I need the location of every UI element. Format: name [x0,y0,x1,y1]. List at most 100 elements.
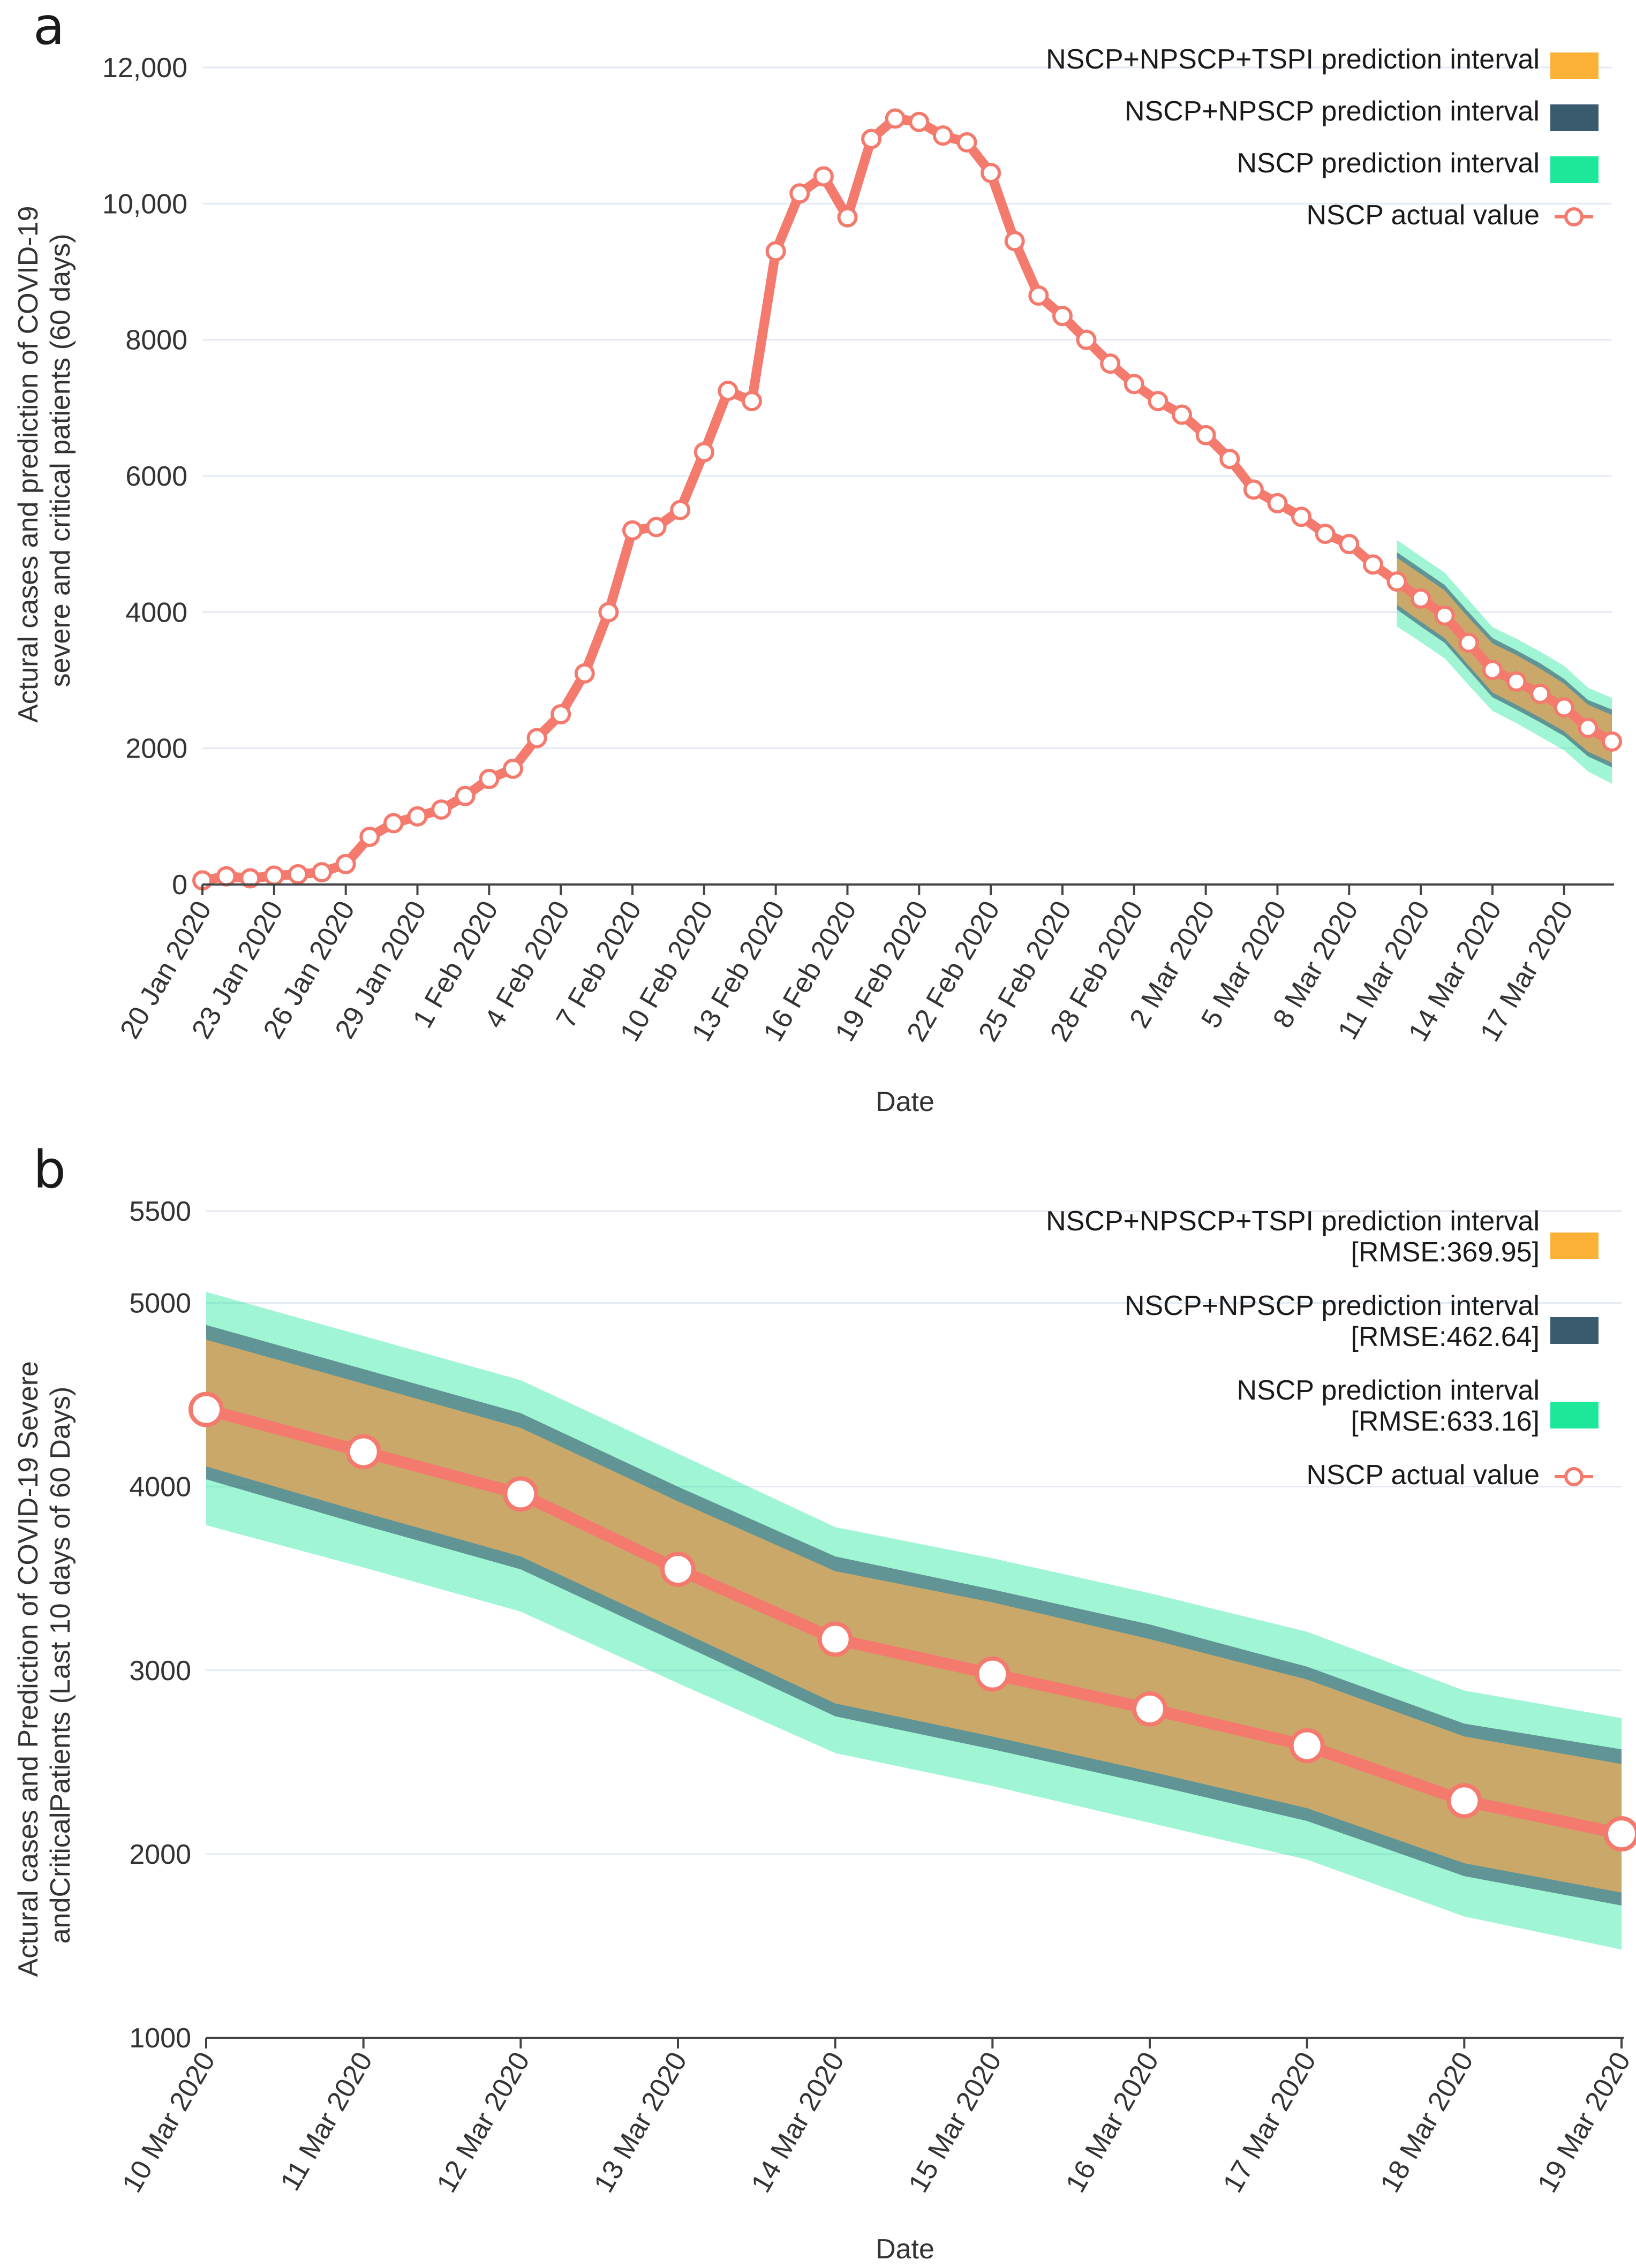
chart-a-actual-points [192,108,1622,891]
actual-value-point [1604,1816,1636,1852]
actual-value-point [1148,391,1168,412]
actual-value-point [1289,1728,1325,1764]
legend-label-tspi: NSCP+NPSCP+TSPI prediction interval [1046,44,1540,75]
actual-value-point [1132,1691,1167,1727]
x-tick-label: 10 Mar 2020 [116,2047,221,2198]
actual-value-point [1315,524,1336,545]
legend-label-nscp: NSCP prediction interval [1237,1375,1540,1406]
actual-value-point [1004,231,1025,252]
chart-a-interval-bands [1397,540,1612,784]
chart-a-x-axis-title: Date [876,1086,934,1117]
chart-a-actual-line [198,114,1617,886]
actual-value-point [1482,660,1503,681]
actual-value-point [817,1621,853,1657]
actual-value-point [598,602,619,623]
chart-b-legend: NSCP+NPSCP+TSPI prediction interval[RMSE… [1046,1206,1599,1491]
actual-value-point [407,806,428,827]
actual-value-point [975,1656,1011,1692]
actual-value-point [956,132,977,153]
actual-value-point [1267,493,1288,513]
chart-b-y-axis-title-line2: andCriticalPatients (Last 10 days of 60 … [45,1387,76,1944]
legend-swatch-actual-marker [1564,207,1584,226]
legend-label-nscp: NSCP prediction interval [1237,148,1540,179]
legend-swatch-actual-marker [1564,1467,1584,1486]
chart-b-x-ticks: 10 Mar 2020 11 Mar 2020 12 Mar 2020 13 Mar … [116,2038,1636,2198]
actual-value-point [1052,306,1073,327]
y-tick-label: 3000 [129,1655,191,1687]
actual-value-point [1172,404,1193,425]
actual-value-point [1530,683,1551,704]
actual-value-point [479,768,500,789]
y-tick-label: 10,000 [102,188,187,220]
legend-label-actual: NSCP actual value [1307,200,1540,231]
actual-value-point [1076,329,1097,350]
actual-value-point [1243,479,1264,500]
actual-value-point [789,183,810,204]
actual-value-line [200,1403,1627,1840]
x-tick-label: 15 Mar 2020 [903,2047,1008,2198]
x-tick-label: 13 Mar 2020 [588,2047,693,2198]
actual-value-point [1458,632,1479,653]
y-tick-label: 5000 [129,1288,191,1319]
x-tick-label: 18 Mar 2020 [1375,2047,1480,2198]
actual-value-point [1411,588,1431,609]
chart-a-y-axis-title-line2: severe and critical patients (60 days) [45,234,76,687]
chart-b-y-axis-title-line1: Actural cases and Prediction of COVID-19… [13,1361,44,1977]
chart-a-y-axis-title: Actural cases and prediction of COVID-19… [13,198,76,723]
actual-value-point [1434,605,1455,626]
chart-panel-b: b 1000 2000 3000 4000 5000 5500 10 Mar 2020 11… [13,1140,1636,2265]
actual-value-point [359,826,380,847]
actual-value-point [861,128,882,149]
y-tick-label: 0 [172,870,187,901]
actual-value-point [526,728,547,749]
chart-a-gridlines [202,66,1612,750]
legend-label-npscp: NSCP+NPSCP prediction interval [1125,1290,1540,1321]
chart-a-y-ticks: 0 2000 4000 6000 8000 10,000 12,000 [102,52,187,901]
x-tick-label: 11 Mar 2020 [275,2047,379,2196]
actual-value-point [288,864,308,884]
actual-value-point [646,517,667,538]
actual-value-point [335,853,356,874]
actual-value-line [198,114,1617,886]
actual-value-point [1124,374,1144,395]
actual-value-point [1339,534,1360,555]
actual-value-point [383,813,404,834]
actual-value-point [345,1434,381,1470]
legend-swatch-npscp [1550,104,1599,131]
actual-value-point [1362,554,1383,575]
chart-b-actual-line [200,1403,1627,1840]
chart-b-actual-points [189,1392,1636,1852]
y-tick-label: 8000 [125,325,187,356]
panel-label-a: a [33,0,65,56]
actual-value-point [1506,671,1527,692]
actual-value-point [455,785,476,806]
actual-value-point [240,868,261,889]
actual-value-point [263,865,284,886]
actual-value-point [932,125,953,146]
actual-value-point [1028,285,1049,306]
legend-swatch-nscp [1550,156,1599,183]
panel-label-b: b [33,1140,66,1200]
actual-value-point [742,391,763,412]
actual-value-point [502,758,523,779]
legend-label-tspi: NSCP+NPSCP+TSPI prediction interval [1046,1206,1540,1237]
actual-value-point [1386,571,1407,592]
chart-a-y-axis-title-line1: Actural cases and prediction of COVID-19 [13,206,44,723]
actual-value-point [622,520,643,541]
legend-swatch-tspi [1550,52,1599,79]
legend-swatch-tspi [1550,1233,1599,1259]
x-tick-label: 16 Mar 2020 [1060,2047,1165,2198]
actual-value-point [693,442,714,463]
actual-value-point [670,500,691,520]
legend-label-actual: NSCP actual value [1307,1460,1540,1491]
y-tick-label: 2000 [129,1839,191,1870]
y-tick-label: 5500 [129,1196,191,1227]
actual-value-point [1195,425,1216,445]
x-tick-label: 12 Mar 2020 [431,2047,536,2198]
y-tick-label: 1000 [129,2023,191,2054]
y-tick-label: 4000 [125,597,187,628]
actual-value-point [718,381,738,402]
y-tick-label: 12,000 [102,52,187,84]
